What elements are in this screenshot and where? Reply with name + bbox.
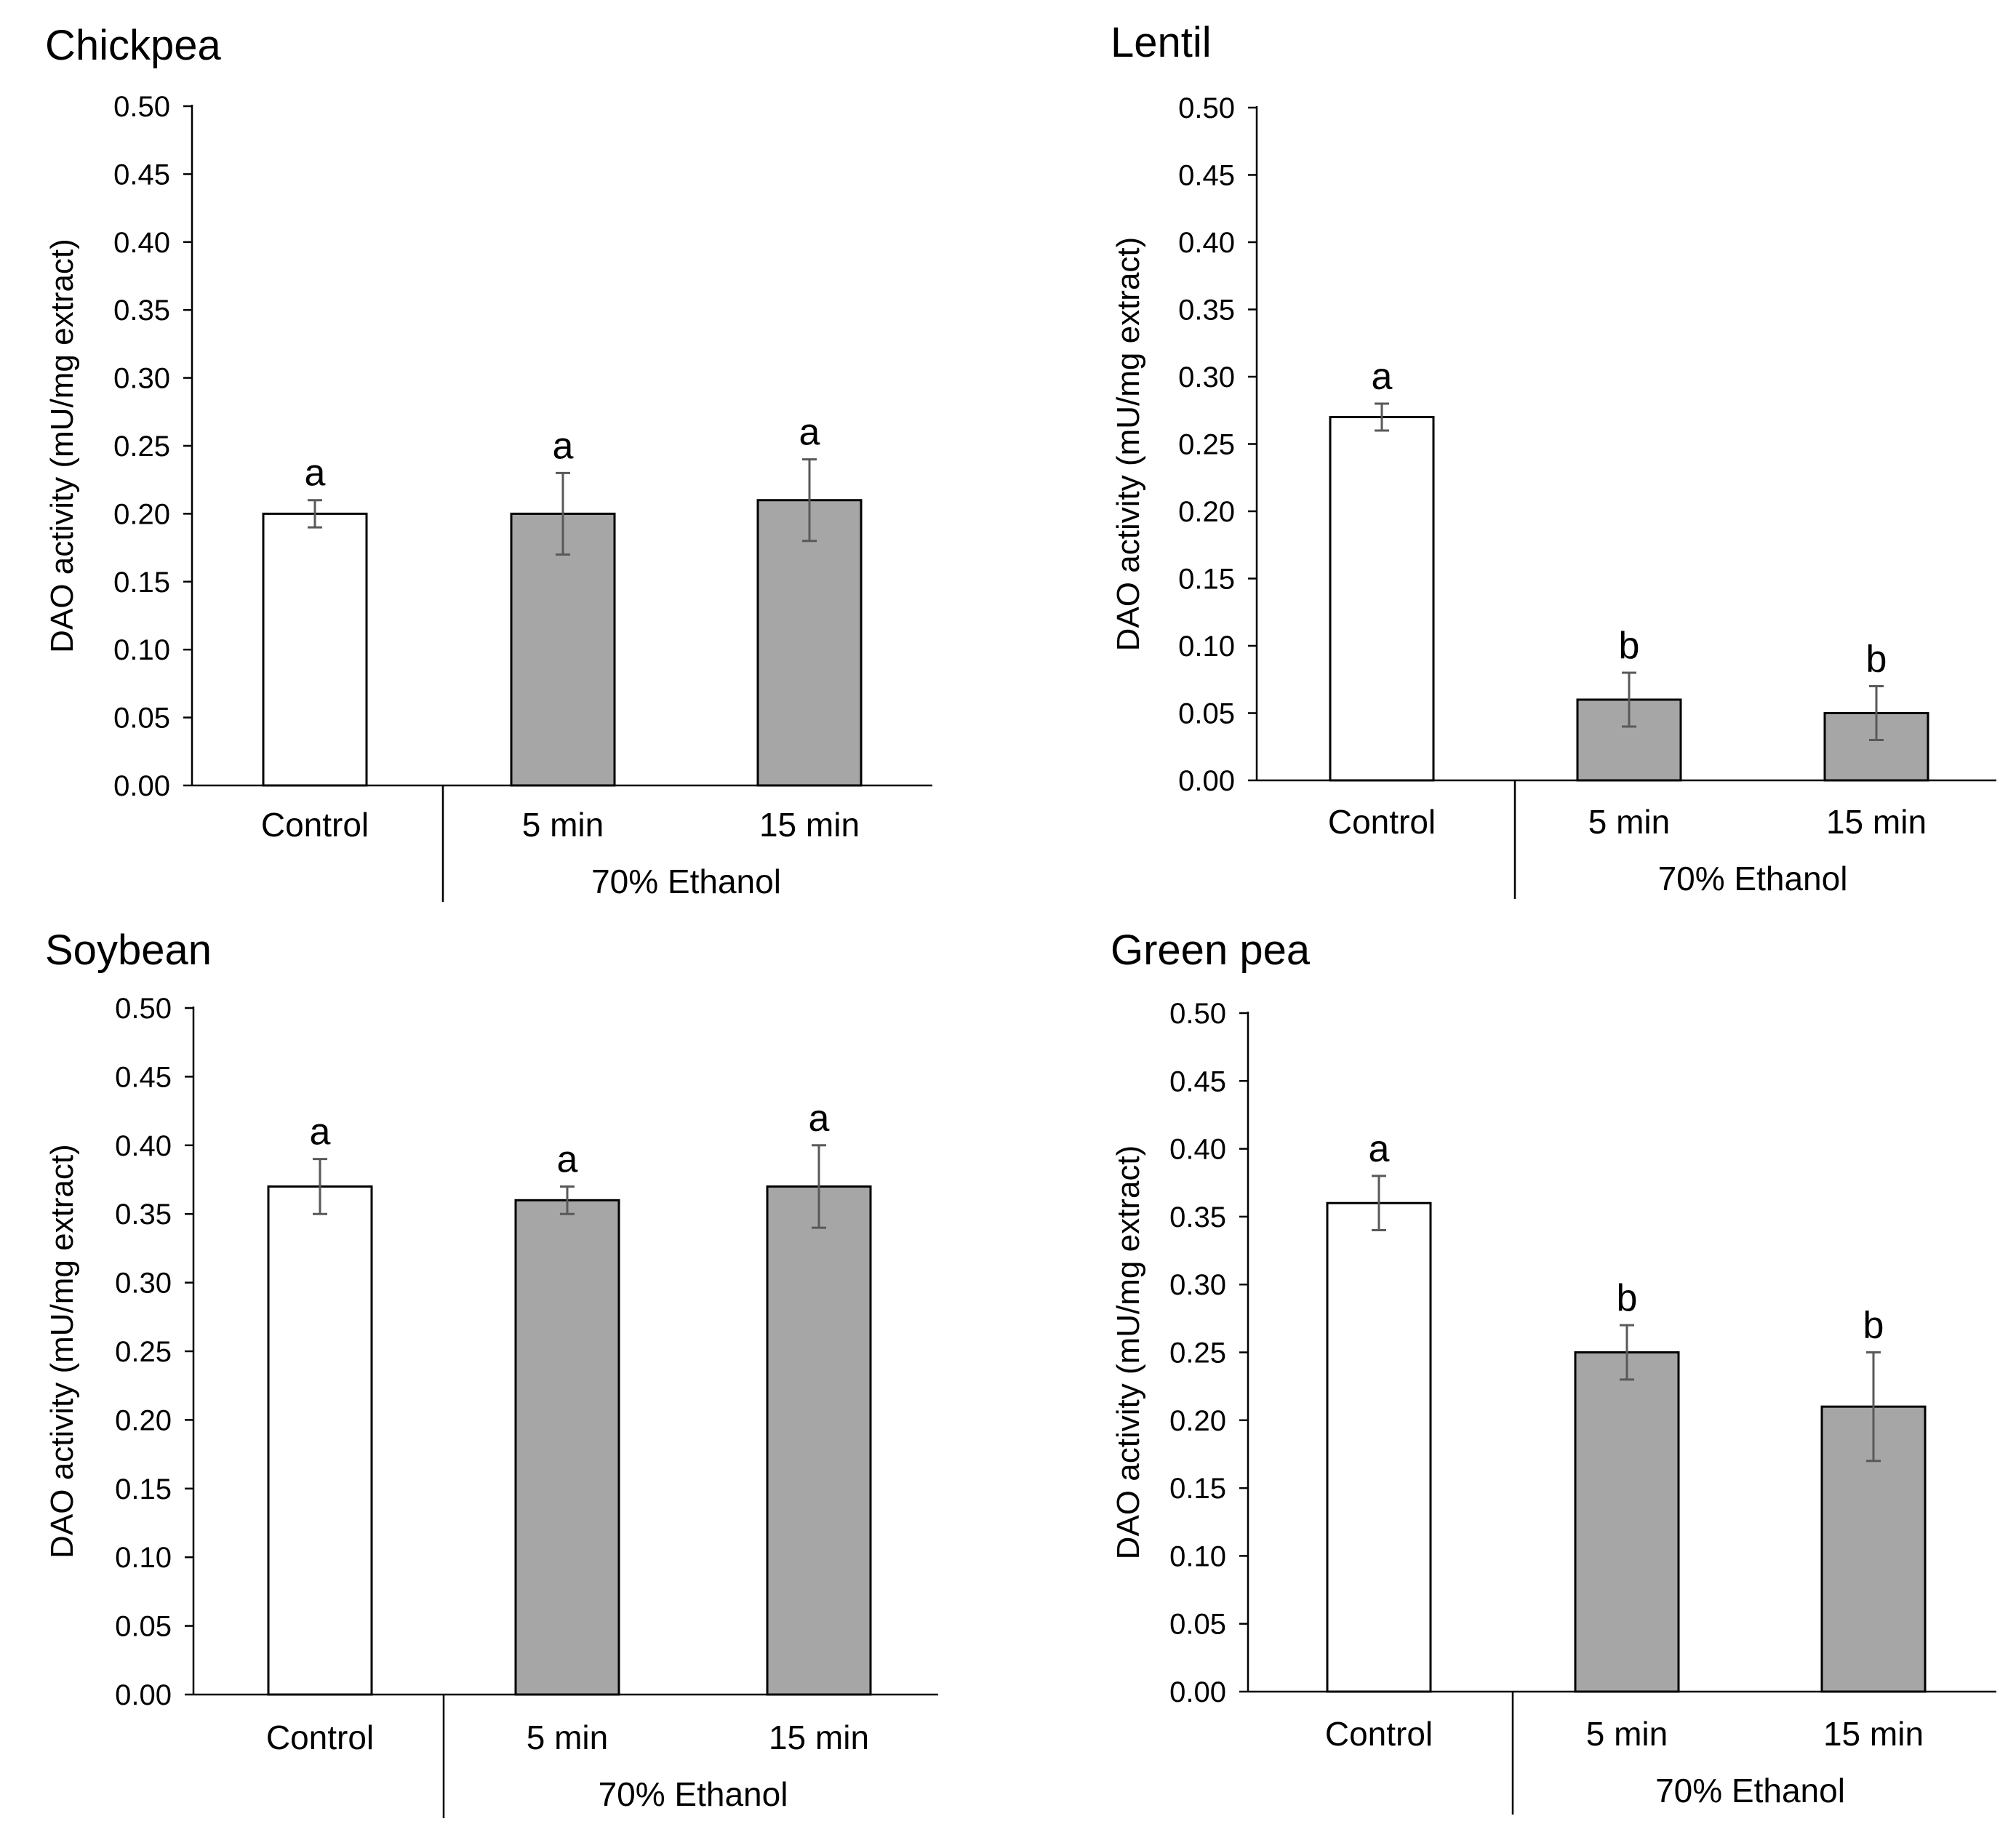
y-tick-label: 0.25 (1169, 1337, 1226, 1369)
y-tick-label: 0.40 (1178, 227, 1235, 259)
category-label: 15 min (1823, 1715, 1924, 1753)
category-label: Control (261, 806, 369, 844)
y-tick-label: 0.00 (1169, 1676, 1226, 1708)
significance-letter: a (557, 1138, 578, 1180)
category-label: Control (1325, 1715, 1433, 1753)
y-tick-label: 0.15 (1169, 1473, 1226, 1505)
significance-letter: a (553, 425, 574, 467)
y-tick-label: 0.35 (113, 295, 170, 327)
y-tick-label: 0.25 (113, 431, 170, 463)
y-tick-label: 0.45 (1169, 1065, 1226, 1097)
bar (756, 499, 863, 787)
y-tick-label: 0.30 (1178, 361, 1235, 393)
bar (510, 512, 616, 787)
group-label: 70% Ethanol (1658, 860, 1848, 897)
y-tick-label: 0.30 (1169, 1269, 1226, 1301)
significance-letter: a (1369, 1128, 1390, 1170)
y-tick-label: 0.45 (1178, 160, 1235, 192)
bar (514, 1199, 620, 1696)
group-label: 70% Ethanol (591, 863, 781, 900)
y-tick-label: 0.30 (115, 1268, 172, 1300)
y-tick-label: 0.35 (115, 1199, 172, 1231)
significance-letter: a (310, 1111, 331, 1153)
y-tick-label: 0.20 (113, 498, 170, 530)
category-label: Control (266, 1719, 374, 1756)
y-tick-label: 0.50 (113, 91, 170, 123)
y-tick-label: 0.40 (113, 227, 170, 259)
significance-letter: b (1866, 639, 1887, 681)
y-tick-label: 0.05 (1169, 1609, 1226, 1641)
y-tick-label: 0.10 (1178, 631, 1235, 663)
bar (267, 1185, 373, 1696)
group-label: 70% Ethanol (599, 1775, 788, 1813)
category-label: Control (1328, 803, 1436, 841)
significance-letter: a (809, 1097, 830, 1140)
significance-letter: a (799, 412, 820, 454)
y-tick-label: 0.50 (1178, 92, 1235, 124)
y-tick-label: 0.25 (115, 1336, 172, 1368)
y-tick-label: 0.45 (115, 1061, 172, 1093)
y-tick-label: 0.10 (115, 1542, 172, 1574)
chart-panel: Chickpea DAO activity (mU/mg extract) 0.00… (44, 22, 932, 902)
chart-title: Chickpea (45, 22, 222, 69)
y-tick-label: 0.25 (1178, 429, 1235, 461)
category-label: 15 min (769, 1719, 869, 1756)
y-tick-label: 0.15 (1178, 564, 1235, 596)
y-tick-label: 0.50 (115, 993, 172, 1025)
y-axis-label: DAO activity (mU/mg extract) (1111, 237, 1146, 652)
y-tick-label: 0.15 (113, 567, 170, 599)
chart-panel: Lentil DAO activity (mU/mg extract) 0.00 0.… (1111, 19, 1996, 899)
chart-panel: Green pea DAO activity (mU/mg extract) 0.0… (1111, 927, 1996, 1815)
category-label: 5 min (527, 1719, 608, 1756)
bar (766, 1185, 872, 1696)
y-tick-label: 0.35 (1178, 295, 1235, 327)
chart-title: Soybean (45, 927, 212, 974)
significance-letter: a (1372, 356, 1393, 398)
y-tick-label: 0.05 (1178, 698, 1235, 730)
significance-letter: b (1863, 1305, 1884, 1347)
y-tick-label: 0.05 (113, 703, 170, 735)
group-label: 70% Ethanol (1655, 1772, 1845, 1809)
category-label: 5 min (1588, 803, 1670, 841)
y-tick-label: 0.00 (1178, 765, 1235, 797)
category-label: 5 min (1586, 1715, 1668, 1753)
bar (1574, 1351, 1680, 1693)
category-label: 15 min (759, 806, 860, 844)
y-tick-label: 0.00 (115, 1679, 172, 1711)
y-axis-label: DAO activity (mU/mg extract) (1111, 1145, 1146, 1560)
significance-letter: a (305, 452, 326, 495)
y-tick-label: 0.45 (113, 159, 170, 191)
y-tick-label: 0.30 (113, 363, 170, 395)
y-tick-label: 0.20 (115, 1404, 172, 1436)
y-tick-label: 0.50 (1169, 998, 1226, 1030)
y-tick-label: 0.05 (115, 1611, 172, 1643)
y-tick-label: 0.35 (1169, 1201, 1226, 1233)
category-label: 15 min (1826, 803, 1927, 841)
significance-letter: b (1617, 1277, 1638, 1319)
y-tick-label: 0.10 (1169, 1540, 1226, 1572)
y-tick-label: 0.20 (1178, 496, 1235, 528)
y-tick-label: 0.40 (1169, 1134, 1226, 1166)
y-tick-label: 0.00 (113, 770, 170, 802)
y-axis-label: DAO activity (mU/mg extract) (44, 1144, 80, 1559)
y-axis-label: DAO activity (mU/mg extract) (44, 239, 80, 653)
bar (1329, 416, 1435, 782)
category-label: 5 min (522, 806, 604, 844)
y-tick-label: 0.40 (115, 1130, 172, 1162)
bar (262, 512, 368, 787)
y-tick-label: 0.20 (1169, 1405, 1226, 1437)
y-tick-label: 0.15 (115, 1473, 172, 1505)
y-tick-label: 0.10 (113, 634, 170, 666)
chart-title: Green pea (1111, 927, 1311, 974)
bar (1326, 1201, 1432, 1693)
significance-letter: b (1619, 625, 1640, 667)
chart-panel: Soybean DAO activity (mU/mg extract) 0.00 0… (44, 927, 938, 1818)
chart-title: Lentil (1111, 19, 1212, 66)
